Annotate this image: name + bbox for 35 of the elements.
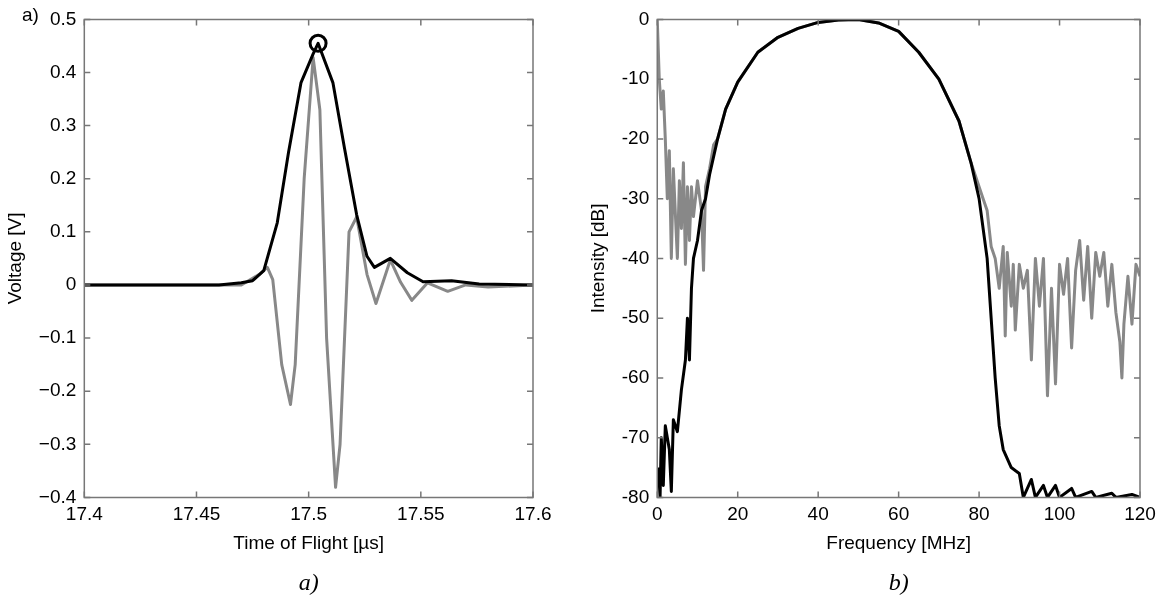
y-tick-label: -80 [621,485,650,507]
y-tick-label: 0.2 [49,166,77,188]
y-tick-label: 0.1 [49,220,77,242]
x-tick-label: 17.6 [514,503,552,525]
x-tick-label: 40 [807,503,829,525]
y-tick-label: 0.5 [49,7,77,29]
y-tick-label: 0.3 [49,113,77,135]
y-tick-label: 0 [65,273,77,295]
y-tick-label: -20 [621,127,650,149]
x-tick-label: 17.55 [397,503,445,525]
y-tick-label: -70 [621,425,650,447]
y-tick-label: -10 [621,67,650,89]
y-tick-label: -60 [621,366,650,388]
y-axis-title: Voltage [V] [3,212,25,305]
y-tick-label: -40 [621,246,650,268]
text: a) [298,569,319,595]
x-tick-label: 120 [1124,503,1156,525]
x-tick-label: 80 [968,503,990,525]
y-tick-label: 0 [638,7,650,29]
x-tick-label: 17.5 [290,503,328,525]
y-tick-label: 0.4 [49,60,77,82]
text: a) [22,3,39,25]
x-tick-label: 17.45 [172,503,221,525]
x-tick-label: 20 [727,503,749,525]
y-tick-label: −0.1 [38,326,77,348]
y-axis-title: Intensity [dB] [586,203,608,314]
x-tick-label: 100 [1043,503,1076,525]
y-tick-label: -30 [621,186,650,208]
x-axis-title: Frequency [MHz] [826,531,971,553]
text: b) [888,569,909,595]
y-tick-label: −0.3 [38,432,77,454]
x-axis-title: Time of Flight [µs] [233,531,384,553]
y-tick-label: -50 [621,306,650,328]
y-tick-label: −0.2 [38,379,77,401]
x-tick-label: 60 [888,503,910,525]
